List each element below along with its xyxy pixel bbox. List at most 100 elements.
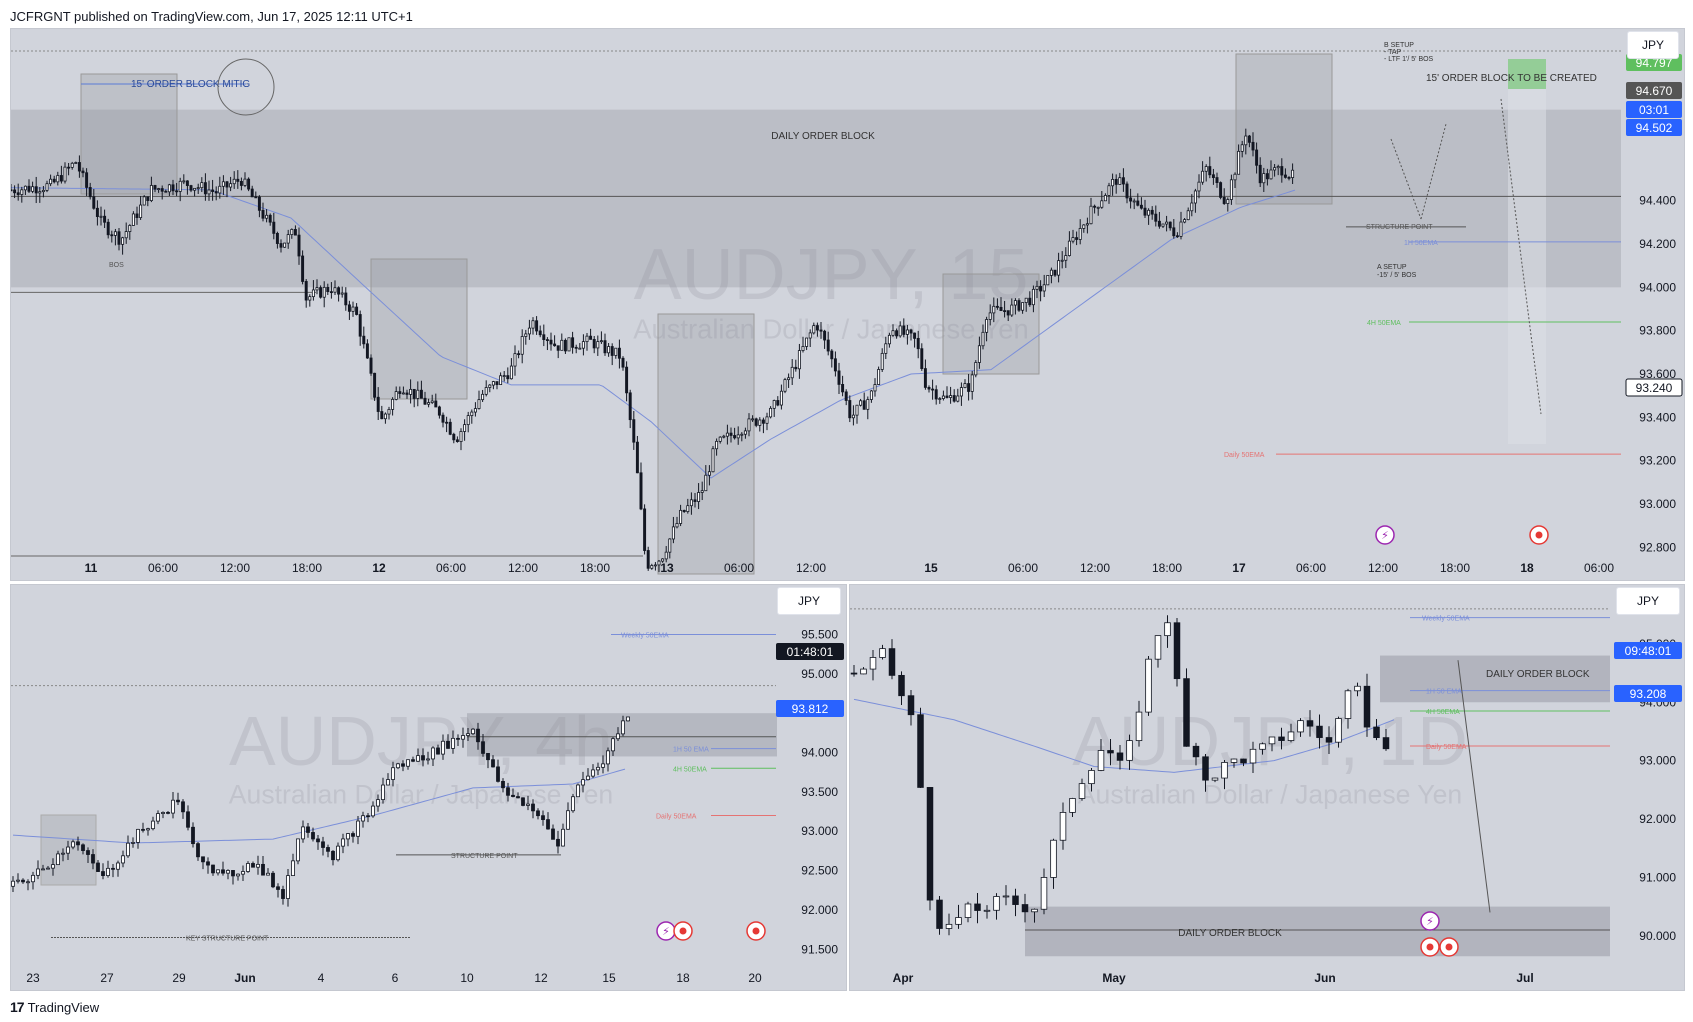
candle-body	[175, 190, 179, 193]
candle-body	[1078, 783, 1086, 799]
candle-body	[329, 291, 333, 294]
candle-body	[491, 759, 495, 768]
candle-body	[326, 847, 330, 852]
candle-body	[1118, 177, 1122, 185]
main-chart-panel[interactable]: AUDJPY, 15Australian Dollar / Japanese Y…	[10, 28, 1685, 581]
watermark-name: Australian Dollar / Japanese Yen	[1078, 780, 1462, 810]
candle-body	[725, 432, 729, 437]
candle-body	[38, 191, 42, 194]
candle-body	[599, 340, 603, 343]
candle-body	[266, 872, 270, 876]
currency-selector[interactable]: JPY	[777, 587, 841, 615]
candle-body	[1240, 758, 1247, 764]
candle-body	[974, 362, 978, 376]
x-tick-label: 4	[318, 971, 325, 985]
watermark-name: Australian Dollar / Japanese Yen	[633, 314, 1028, 345]
candle-body	[614, 347, 618, 356]
candle-body	[761, 419, 765, 424]
candle-body	[787, 377, 791, 381]
candle-body	[471, 728, 475, 735]
candle-body	[848, 400, 852, 419]
candle-body	[153, 185, 157, 190]
candle-body	[214, 191, 218, 194]
candle-body	[229, 183, 233, 188]
candle-body	[103, 215, 107, 223]
ema-4h-label: 4H 50EMA	[673, 766, 707, 773]
candle-body	[844, 391, 848, 401]
candle-body	[729, 432, 733, 436]
candle-body	[1244, 135, 1248, 146]
candle-body	[26, 881, 30, 884]
daily-chart-panel[interactable]: AUDJPY, 1D Australian Dollar / Japanese Y…	[849, 584, 1685, 991]
price-tag	[1625, 378, 1683, 397]
candle-body	[121, 855, 125, 864]
candle-body	[281, 889, 285, 899]
h4-chart-panel[interactable]: AUDJPY, 4h Australian Dollar / Japanese Y…	[10, 584, 847, 991]
candle-body	[551, 828, 555, 840]
main-chart-svg[interactable]: AUDJPY, 15Australian Dollar / Japanese Y…	[11, 29, 1684, 580]
candle-body	[13, 189, 17, 194]
candle-body	[1028, 297, 1032, 306]
candle-body	[581, 341, 585, 349]
candle-body	[176, 799, 180, 803]
candle-body	[477, 399, 481, 409]
candle-body	[1251, 141, 1255, 151]
candle-body	[880, 352, 884, 370]
candle-body	[126, 842, 130, 857]
price-tag-label: 01:48:01	[787, 645, 834, 659]
candle-body	[243, 178, 247, 186]
candle-body	[1017, 300, 1021, 311]
candle-body	[561, 828, 565, 847]
candle-body	[20, 189, 24, 195]
candle-body	[416, 389, 420, 399]
candle-body	[21, 879, 25, 883]
projection-arrow	[1457, 660, 1491, 913]
price-tag-label: 94.502	[1636, 121, 1673, 135]
y-tick-label: 93.600	[1639, 367, 1676, 381]
candle-body	[1287, 176, 1291, 179]
watermark-symbol: AUDJPY, 4h	[229, 702, 613, 780]
candle-body	[574, 346, 578, 349]
candle-body	[41, 189, 45, 193]
candle-body	[596, 341, 600, 349]
candle-body	[171, 184, 175, 192]
candle-body	[675, 523, 679, 528]
candle-body	[945, 923, 953, 929]
candle-body	[682, 509, 686, 512]
candle-body	[501, 780, 505, 789]
candle-body	[621, 357, 625, 368]
candle-body	[733, 435, 737, 439]
candle-body	[476, 728, 480, 743]
candle-body	[337, 287, 341, 295]
candle-body	[491, 381, 495, 386]
candle-body	[1175, 235, 1179, 238]
candle-body	[632, 419, 636, 443]
candle-body	[1088, 770, 1095, 785]
candle-body	[71, 841, 75, 848]
candle-body	[1031, 908, 1038, 913]
currency-selector[interactable]: JPY	[1627, 31, 1679, 59]
candle-body	[560, 339, 564, 351]
footer-brand: TradingView	[27, 999, 100, 1015]
candle-body	[1147, 209, 1151, 216]
currency-selector[interactable]: JPY	[1616, 587, 1680, 615]
candle-body	[445, 421, 449, 424]
candle-body	[304, 281, 308, 301]
ema-4h-label: 4H 50EMA	[1367, 320, 1401, 327]
candle-body	[51, 864, 55, 869]
candle-body	[1064, 255, 1068, 261]
candle-body	[272, 221, 276, 234]
weekly-ema-label: Weekly 50EMA	[621, 632, 669, 639]
candle-body	[553, 343, 557, 347]
candle-body	[520, 336, 524, 355]
candle-body	[423, 397, 427, 405]
candle-body	[421, 755, 425, 761]
candle-body	[887, 334, 891, 345]
candle-body	[316, 838, 320, 843]
candle-body	[1126, 740, 1133, 761]
candle-body	[419, 389, 423, 399]
candle-body	[321, 841, 325, 848]
candle-body	[448, 421, 452, 435]
